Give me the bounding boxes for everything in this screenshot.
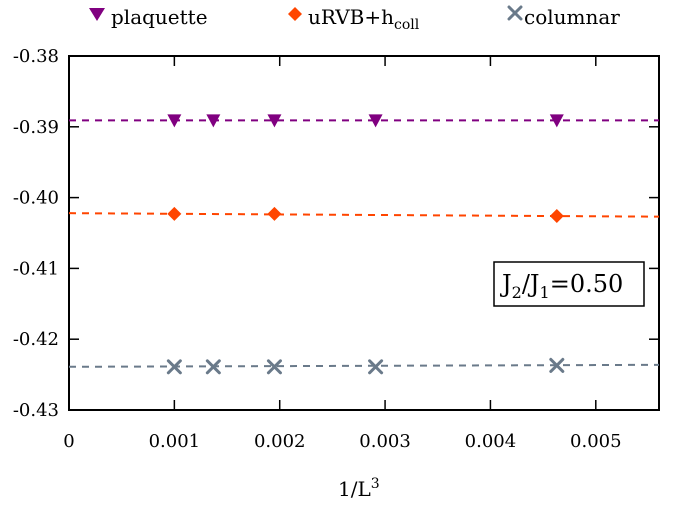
data-point-series-2 — [549, 357, 565, 373]
annotation-part: J — [499, 270, 512, 298]
fit-line-series-2 — [68, 363, 660, 368]
axis-tick-labels: 0 0.001 0.002 0.003 0.004 0.005 -0.38 -0.39 -0.4… — [13, 46, 622, 452]
y-tick-label: -0.39 — [13, 117, 59, 138]
x-tick-label: 0.002 — [254, 431, 306, 452]
annotation-text: J2/J1=0.50 — [499, 270, 623, 302]
y-tick-label: -0.43 — [13, 400, 59, 421]
y-tick-label: -0.40 — [13, 188, 59, 209]
y-tick-label: -0.42 — [13, 329, 59, 350]
data-point-series-1 — [549, 209, 564, 224]
x-axis-label-sup: 3 — [371, 476, 380, 492]
plot-frame — [68, 55, 660, 411]
x-axis-label-base: 1/L — [338, 477, 371, 501]
x-tick-label: 0.003 — [359, 431, 411, 452]
x-tick-label: 0.005 — [570, 431, 622, 452]
annotation-part: 2 — [512, 283, 522, 302]
annotation-box: J2/J1=0.50 — [493, 261, 645, 307]
data-point-series-0 — [549, 114, 564, 128]
y-tick-label: -0.41 — [13, 258, 59, 279]
data-point-series-0 — [368, 114, 383, 128]
fit-line-series-1 — [68, 212, 660, 218]
legend-marker-plaquette — [89, 8, 105, 21]
data-point-series-1 — [167, 206, 182, 221]
data-point-series-2 — [166, 359, 182, 375]
legend-marker-columnar — [507, 5, 523, 21]
x-tick-label: 0.004 — [465, 431, 517, 452]
data-point-series-2 — [266, 359, 282, 375]
annotation-part: =0.50 — [550, 270, 624, 298]
legend-label-plaquette: plaquette — [111, 5, 208, 29]
legend-label-urvb: uRVB+hcoll — [308, 5, 420, 33]
data-point-series-0 — [206, 114, 221, 128]
legend: plaquette uRVB+hcoll columnar — [89, 5, 620, 33]
x-tick-label: 0.001 — [149, 431, 201, 452]
data-point-series-0 — [167, 114, 182, 128]
annotation-part: /J — [522, 270, 540, 298]
annotation-part: 1 — [540, 283, 550, 302]
data-point-series-2 — [368, 359, 384, 375]
data-markers — [166, 114, 565, 375]
annotation-frame — [493, 261, 645, 307]
x-axis-label: 1/L3 — [338, 476, 380, 501]
data-point-series-1 — [267, 206, 282, 221]
legend-label-urvb-base: uRVB+h — [308, 5, 394, 29]
legend-item-plaquette: plaquette — [89, 5, 208, 29]
axis-ticks — [69, 55, 659, 411]
data-point-series-2 — [205, 359, 221, 375]
legend-marker-urvb — [288, 7, 302, 21]
legend-item-urvb: uRVB+hcoll — [288, 5, 420, 33]
x-tick-label: 0 — [63, 431, 74, 452]
legend-item-columnar: columnar — [507, 5, 620, 29]
legend-label-columnar: columnar — [524, 5, 620, 29]
data-point-series-0 — [267, 114, 282, 128]
y-tick-label: -0.38 — [13, 46, 59, 67]
legend-label-urvb-sub: coll — [394, 17, 420, 33]
fit-lines — [68, 119, 660, 368]
